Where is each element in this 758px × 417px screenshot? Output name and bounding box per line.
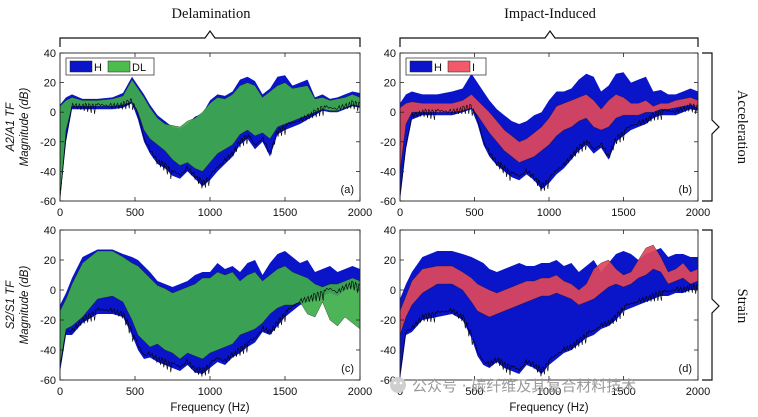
- x-axis-title: Frequency (Hz): [509, 402, 588, 414]
- x-tick-label: 500: [465, 207, 483, 219]
- y-axis-title: A2/A1 TF: [5, 102, 17, 153]
- series-band-dl: [60, 250, 360, 366]
- x-tick-label: 1000: [198, 207, 222, 219]
- panel-label: (c): [341, 363, 354, 375]
- y-tick-label: -40: [40, 345, 56, 357]
- y-tick-label: 0: [50, 107, 56, 119]
- y-tick-label: 40: [384, 225, 396, 237]
- y-tick-label: 0: [390, 107, 396, 119]
- row-title-strain: Strain: [734, 289, 750, 324]
- y-axis-title: S2/S1 TF: [5, 280, 17, 330]
- y-tick-label: 20: [44, 255, 56, 267]
- y-tick-label: -60: [380, 196, 396, 208]
- panel-a: -60 -40 -20 0 20 40 0 500 1000 1500 2000 A2/A1 TF Ma…: [5, 48, 372, 219]
- x-tick-label: 1500: [611, 386, 635, 398]
- x-tick-label: 1500: [273, 207, 297, 219]
- row-bracket-bottom: [702, 229, 720, 381]
- x-tick-label: 0: [397, 207, 403, 219]
- x-tick-label: 1000: [537, 207, 561, 219]
- x-tick-label: 0: [57, 207, 63, 219]
- y-tick-label: -60: [40, 375, 56, 387]
- panel-d: -60-40-20020400500100015002000Frequency …: [380, 225, 710, 414]
- y-tick-label: 40: [44, 48, 56, 60]
- measured-trace-line: [60, 280, 360, 377]
- y-tick-label: 20: [384, 78, 396, 90]
- measured-trace-line: [400, 102, 698, 196]
- y-tick-label: -20: [40, 137, 56, 149]
- legend: H DL: [65, 57, 155, 76]
- watermark-icon: [390, 377, 406, 393]
- y-tick-label: -40: [380, 345, 396, 357]
- y-tick-label: -20: [380, 315, 396, 327]
- column-bracket-left: [59, 29, 361, 47]
- watermark-text: 公众号 · 碳纤维及其复合材料技术: [412, 377, 636, 395]
- column-title-delamination: Delamination: [172, 6, 252, 22]
- y-tick-label: 0: [390, 285, 396, 297]
- measured-trace-line: [400, 283, 698, 377]
- legend-label-h: H: [434, 62, 442, 74]
- y-tick-label: -40: [40, 166, 56, 178]
- legend-label-h: H: [94, 62, 102, 74]
- y-tick-label: -40: [380, 166, 396, 178]
- y-axis-subtitle: Magnitude (dB): [19, 266, 31, 345]
- legend-swatch-i: [447, 60, 471, 73]
- x-tick-label: 500: [126, 386, 144, 398]
- y-tick-label: -20: [40, 315, 56, 327]
- x-tick-label: 500: [465, 386, 483, 398]
- row-title-acceleration: Acceleration: [734, 90, 750, 165]
- series-band-i: [400, 94, 698, 172]
- y-tick-label: 40: [384, 48, 396, 60]
- x-tick-label: 1000: [198, 386, 222, 398]
- legend-swatch-h: [69, 60, 93, 73]
- panel-label: (b): [679, 184, 692, 196]
- y-tick-label: -60: [40, 196, 56, 208]
- x-tick-label: 2000: [686, 386, 710, 398]
- measured-trace-line: [60, 98, 360, 196]
- y-axis-subtitle: Magnitude (dB): [19, 88, 31, 167]
- legend-swatch-h: [409, 60, 433, 73]
- panel-c: -60 -40 -20 0 20 40 0 500 1000 1500 2000 S2/S1 TF Ma…: [5, 225, 372, 414]
- x-tick-label: 0: [57, 386, 63, 398]
- series-band-i: [400, 244, 698, 336]
- series-band-dl: [60, 79, 360, 201]
- y-tick-label: 20: [384, 255, 396, 267]
- x-tick-label: 2000: [348, 207, 372, 219]
- column-title-impact-induced: Impact-Induced: [504, 6, 597, 22]
- x-axis-title: Frequency (Hz): [170, 402, 249, 414]
- y-tick-label: 40: [44, 225, 56, 237]
- panel-label: (d): [679, 363, 692, 375]
- x-tick-label: 2000: [686, 207, 710, 219]
- x-tick-label: 2000: [348, 386, 372, 398]
- row-bracket-top: [702, 52, 720, 202]
- y-tick-label: 20: [44, 78, 56, 90]
- legend-label-i: I: [472, 62, 475, 74]
- panel-label: (a): [341, 184, 354, 196]
- x-tick-label: 1500: [611, 207, 635, 219]
- legend-swatch-dl: [107, 60, 131, 73]
- x-tick-label: 1000: [537, 386, 561, 398]
- x-tick-label: 1500: [273, 386, 297, 398]
- y-tick-label: -20: [380, 137, 396, 149]
- watermark: 公众号 · 碳纤维及其复合材料技术: [390, 377, 636, 395]
- y-tick-label: 0: [50, 285, 56, 297]
- column-bracket-right: [399, 29, 699, 47]
- legend-label-dl: DL: [132, 62, 146, 74]
- x-tick-label: 500: [126, 207, 144, 219]
